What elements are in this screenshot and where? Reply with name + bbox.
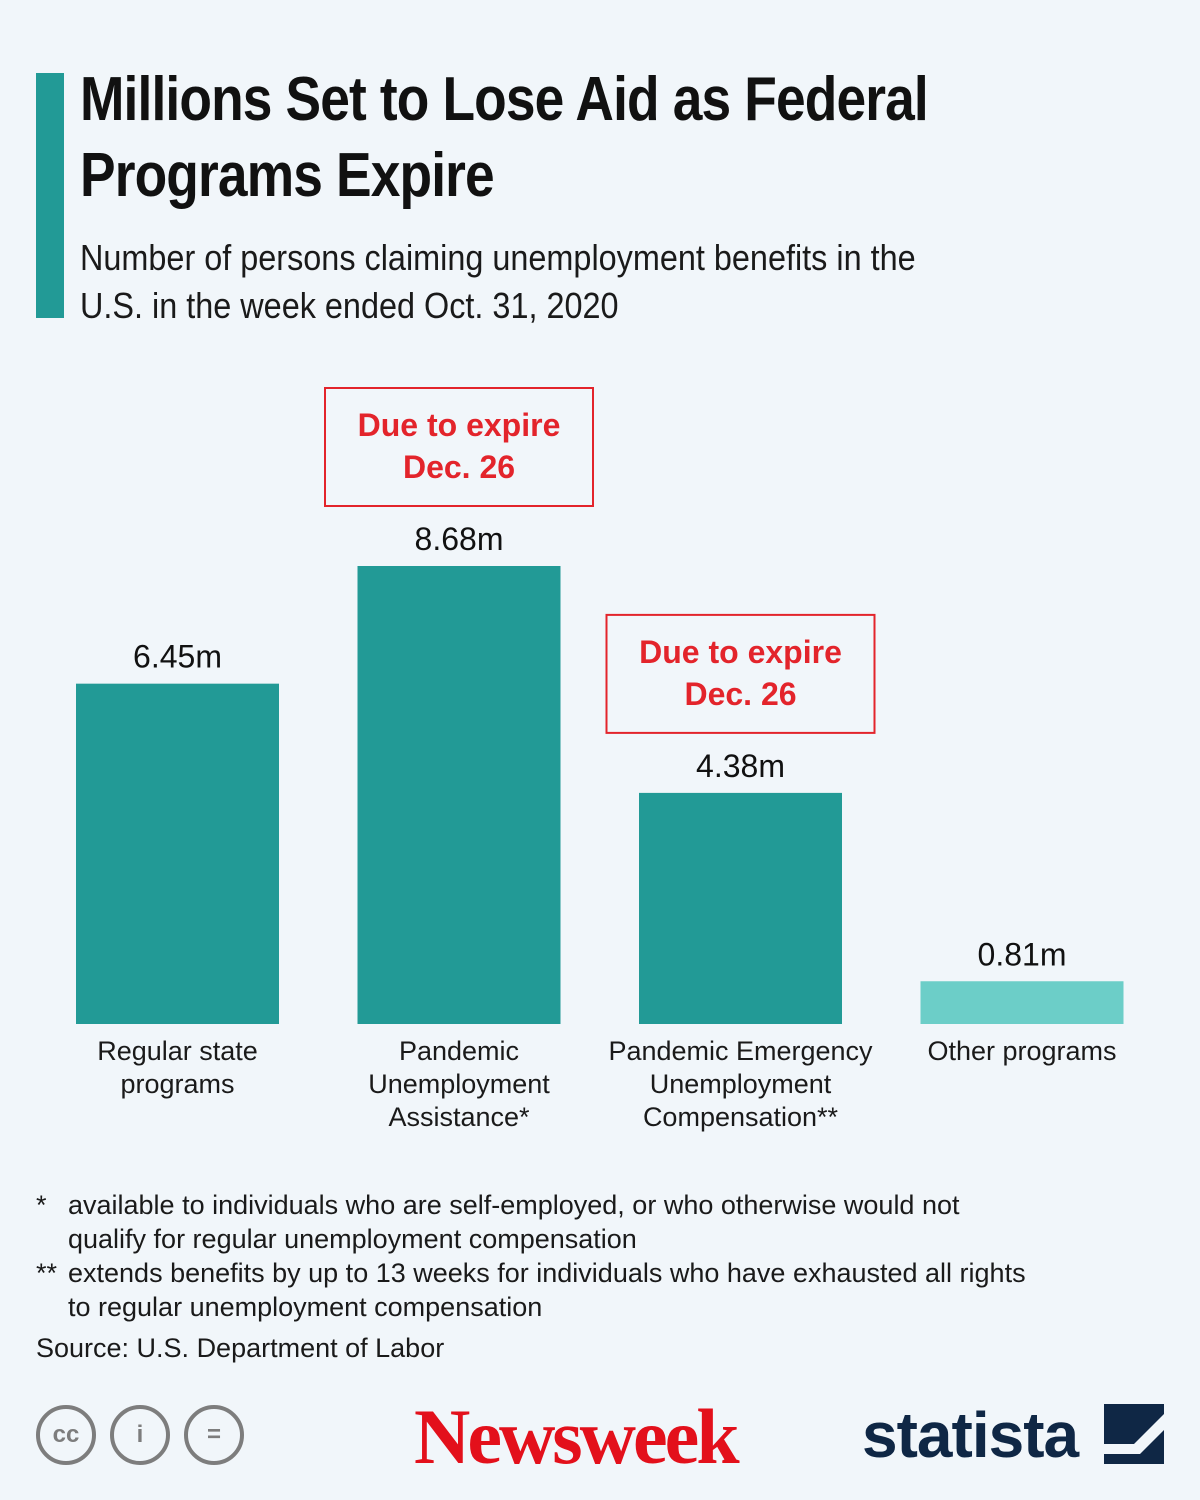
footnote-2: ** extends benefits by up to 13 weeks fo… (36, 1256, 1036, 1324)
bar (357, 566, 561, 1024)
bar-value-label: 0.81m (978, 936, 1067, 972)
expiry-callout-text: Due to expire (358, 407, 561, 443)
bar (76, 683, 279, 1024)
newsweek-logo[interactable]: Newsweek (414, 1393, 740, 1480)
statista-logo[interactable]: statista (862, 1399, 1079, 1471)
footnote-text: extends benefits by up to 13 weeks for i… (68, 1258, 1026, 1322)
category-label: Pandemic Emergency (608, 1036, 873, 1066)
bar (639, 792, 842, 1024)
category-label: Pandemic (399, 1036, 519, 1066)
category-label: Assistance* (388, 1102, 530, 1132)
expiry-callout-text: Due to expire (639, 634, 842, 670)
bar-value-label: 4.38m (696, 748, 785, 784)
category-label: Unemployment (650, 1069, 832, 1099)
expiry-callout-box (324, 387, 594, 507)
license-icons: cc i = (36, 1405, 244, 1465)
footnote-1: * available to individuals who are self-… (36, 1188, 1036, 1256)
title-accent-bar (36, 73, 64, 318)
category-label: Regular state (97, 1036, 258, 1066)
nd-icon[interactable]: = (184, 1405, 244, 1465)
cc-icon[interactable]: cc (36, 1405, 96, 1465)
expiry-callout-text: Dec. 26 (684, 676, 796, 712)
footnote-mark: * (36, 1190, 47, 1220)
expiry-callout-box (605, 613, 876, 734)
by-icon[interactable]: i (110, 1405, 170, 1465)
statista-logo-icon (1104, 1404, 1164, 1464)
footnote-mark: ** (36, 1258, 58, 1288)
category-label: Unemployment (368, 1069, 550, 1099)
category-label: Other programs (927, 1036, 1116, 1066)
category-label: Compensation** (643, 1102, 839, 1132)
bar-value-label: 6.45m (133, 639, 222, 675)
bar (920, 981, 1124, 1024)
chart-title: Millions Set to Lose Aid as Federal Prog… (80, 65, 929, 210)
source-note: Source: U.S. Department of Labor (36, 1333, 445, 1363)
bar-value-label: 8.68m (415, 521, 504, 557)
footnotes: * available to individuals who are self-… (36, 1188, 1036, 1324)
footnote-text: available to individuals who are self-em… (68, 1190, 960, 1254)
expiry-callout-text: Dec. 26 (403, 449, 515, 485)
chart-subtitle: Number of persons claiming unemployment … (80, 237, 916, 326)
category-label: programs (120, 1069, 234, 1099)
